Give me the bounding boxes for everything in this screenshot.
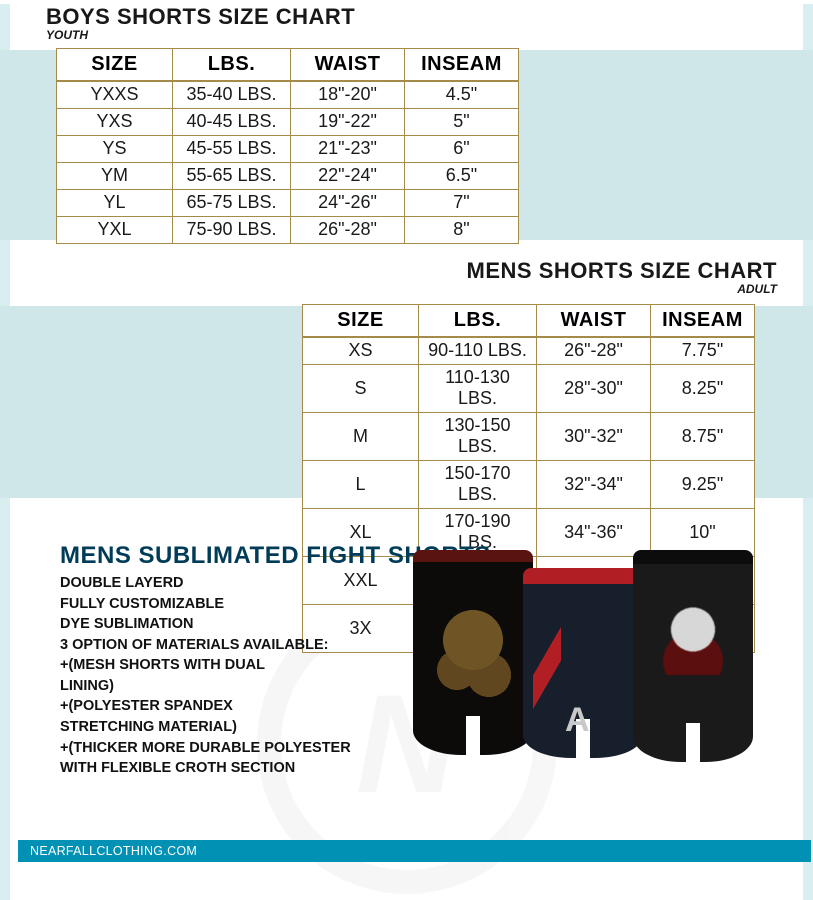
footer-url: NEARFALLCLOTHING.COM — [18, 840, 811, 862]
table-row: XS90-110 LBS.26"-28"7.75" — [303, 337, 755, 365]
table-row: L150-170 LBS.32"-34"9.25" — [303, 461, 755, 509]
boys-chart-title: BOYS SHORTS SIZE CHART — [46, 4, 813, 30]
shorts-image — [413, 542, 753, 772]
boys-size-table: SIZE LBS. WAIST INSEAM YXXS35-40 LBS.18"… — [56, 48, 519, 244]
col-lbs: LBS. — [419, 305, 537, 338]
table-row: YXS40-45 LBS.19"-22"5" — [57, 109, 519, 136]
info-block: MENS SUBLIMATED FIGHT SHORTS DOUBLE LAYE… — [0, 542, 813, 779]
mens-chart-subtitle: ADULT — [0, 282, 777, 296]
table-row: YM55-65 LBS.22"-24"6.5" — [57, 163, 519, 190]
mens-chart-header: MENS SHORTS SIZE CHART ADULT — [0, 258, 777, 296]
table-row: YXL75-90 LBS.26"-28"8" — [57, 217, 519, 244]
boys-chart-subtitle: YOUTH — [46, 28, 813, 42]
table-row: S110-130 LBS.28"-30"8.25" — [303, 365, 755, 413]
col-inseam: INSEAM — [405, 49, 519, 82]
col-size: SIZE — [57, 49, 173, 82]
col-lbs: LBS. — [173, 49, 291, 82]
mens-band: SIZE LBS. WAIST INSEAM XS90-110 LBS.26"-… — [0, 306, 813, 498]
table-row: YXXS35-40 LBS.18"-20"4.5" — [57, 81, 519, 109]
boys-band: SIZE LBS. WAIST INSEAM YXXS35-40 LBS.18"… — [0, 50, 813, 240]
col-waist: WAIST — [537, 305, 651, 338]
col-size: SIZE — [303, 305, 419, 338]
col-inseam: INSEAM — [651, 305, 755, 338]
boys-chart-header: BOYS SHORTS SIZE CHART YOUTH — [46, 4, 813, 42]
table-row: M130-150 LBS.30"-32"8.75" — [303, 413, 755, 461]
mens-chart-title: MENS SHORTS SIZE CHART — [0, 258, 777, 284]
table-row: YS45-55 LBS.21"-23"6" — [57, 136, 519, 163]
table-row: YL65-75 LBS.24"-26"7" — [57, 190, 519, 217]
col-waist: WAIST — [291, 49, 405, 82]
